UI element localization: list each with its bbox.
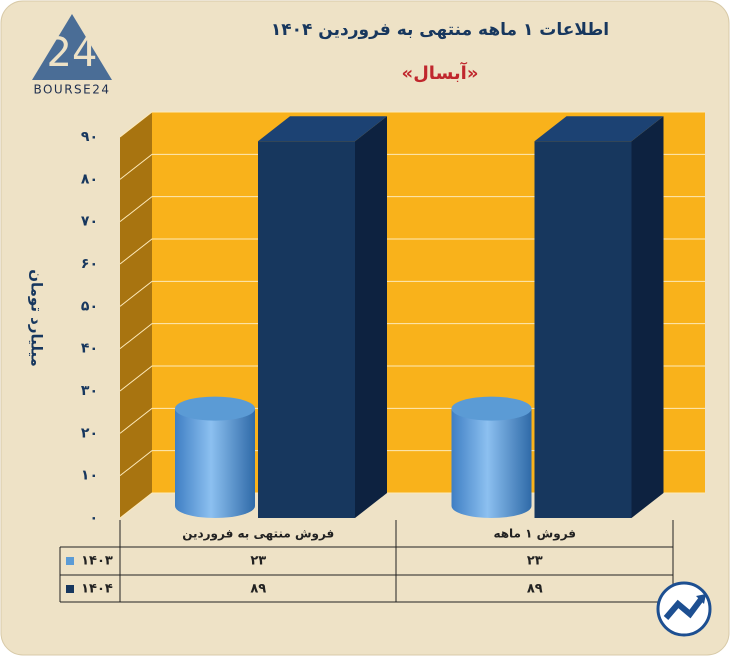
logo: 24 BOURSE24 bbox=[32, 14, 112, 97]
corner-icon bbox=[656, 581, 712, 637]
y-tick-label: ۸۰ bbox=[81, 171, 98, 187]
logo-mark: 24 bbox=[47, 30, 98, 76]
x-tick-label: فروش ۱ ماهه bbox=[493, 527, 576, 542]
bar-top bbox=[534, 116, 664, 142]
y-tick-label: ۱۰ bbox=[81, 468, 98, 484]
grid-line bbox=[119, 323, 705, 350]
grid-line bbox=[119, 280, 705, 307]
y-tick-label: ۷۰ bbox=[81, 214, 98, 230]
y-tick-label: ۹۰ bbox=[81, 129, 98, 145]
bar-body bbox=[175, 408, 255, 518]
icon-arrow bbox=[663, 596, 705, 620]
legend-swatch bbox=[66, 585, 74, 593]
y-axis-label: میلیارد تومان bbox=[28, 269, 46, 367]
plot bbox=[119, 111, 705, 519]
y-tick-label: ۴۰ bbox=[81, 341, 98, 357]
table-value: ۸۹ bbox=[250, 582, 266, 597]
x-tick-label: فروش منتهی به فروردین bbox=[182, 527, 334, 542]
grid-line bbox=[119, 238, 705, 265]
table-value: ۲۳ bbox=[527, 554, 543, 569]
grid-line bbox=[119, 196, 705, 223]
bar bbox=[175, 396, 255, 518]
grid-line bbox=[119, 365, 705, 392]
bar bbox=[451, 396, 532, 518]
bar-side bbox=[355, 116, 387, 518]
icon-arrowhead bbox=[696, 594, 706, 604]
side-wall bbox=[120, 112, 152, 518]
bar-top bbox=[258, 116, 387, 142]
chart-title: اطلاعات ۱ ماهه منتهی به فروردین ۱۴۰۴ bbox=[271, 20, 609, 40]
grid-line bbox=[119, 153, 705, 180]
bar-side bbox=[631, 116, 664, 518]
grid-line bbox=[119, 111, 705, 138]
chart-subtitle: «آبسال» bbox=[402, 61, 479, 84]
y-tick-label: ۰ bbox=[89, 510, 98, 526]
logo-triangle bbox=[32, 14, 112, 80]
table-value: ۸۹ bbox=[527, 582, 543, 597]
bar-front bbox=[258, 141, 355, 518]
y-tick-label: ۵۰ bbox=[81, 298, 98, 314]
legend-label: ۱۴۰۳ bbox=[81, 554, 113, 569]
bar-body bbox=[451, 408, 532, 518]
bar bbox=[534, 116, 664, 518]
logo-text: BOURSE24 bbox=[33, 83, 110, 97]
y-tick-label: ۲۰ bbox=[81, 425, 98, 441]
legend-swatch bbox=[66, 557, 74, 565]
y-tick-label: ۳۰ bbox=[81, 383, 98, 399]
bar-top bbox=[175, 396, 255, 421]
bar bbox=[258, 116, 387, 518]
legend-label: ۱۴۰۴ bbox=[81, 582, 113, 597]
bar-top bbox=[451, 396, 532, 421]
table-value: ۲۳ bbox=[250, 554, 266, 569]
data-table: ۲۳ ۸۹ ۲۳ ۸۹ ۱۴۰۳ ۱۴۰۴ bbox=[59, 520, 674, 603]
bar-front bbox=[534, 141, 632, 518]
y-tick-label: ۶۰ bbox=[81, 256, 98, 272]
